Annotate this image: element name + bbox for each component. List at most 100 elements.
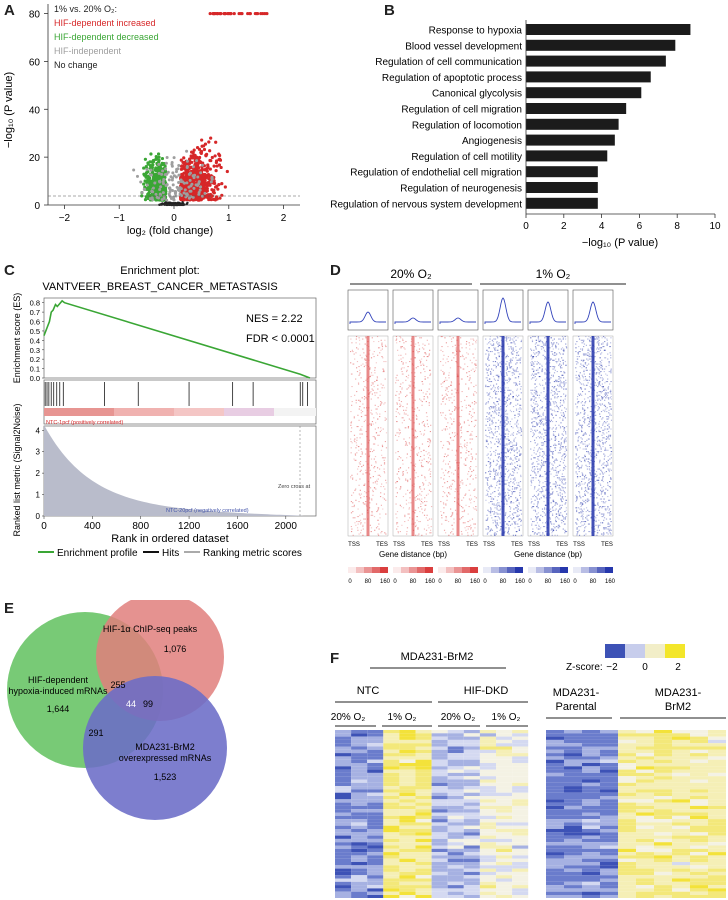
heatmap-speck [495, 391, 497, 393]
heatmap-speck [356, 347, 358, 349]
heatmap-speck [511, 353, 513, 355]
heatmap-speck [531, 363, 533, 365]
heatmap-speck [541, 364, 543, 366]
heatmap-speck [427, 356, 429, 358]
heatmap-speck [489, 381, 492, 383]
heatmap-speck [544, 351, 546, 353]
heatmap-speck [420, 399, 422, 401]
heatmap-speck [552, 427, 554, 429]
heatmap-speck [472, 393, 475, 395]
heatmap-speck [504, 514, 506, 516]
heatmap-speck [495, 449, 497, 451]
heatmap-speck [515, 444, 517, 446]
gsea-hits-frame [43, 379, 317, 425]
heatmap-speck [406, 403, 408, 405]
heatmap-speck [350, 531, 353, 533]
heatmap-speck [505, 483, 507, 485]
heatmap-speck [421, 491, 423, 493]
heatmap-speck [492, 437, 494, 439]
heatmap-speck [414, 512, 416, 514]
volcano-point [208, 183, 212, 187]
heatmap-speck [496, 499, 498, 501]
heatmap-speck [507, 343, 509, 345]
heatmap-speck [424, 376, 426, 378]
heatmap-speck [556, 388, 558, 390]
heatmap-speck [510, 347, 512, 349]
heatmap-speck [534, 417, 537, 419]
heatmap-speck [469, 344, 471, 346]
heatmap-speck [417, 498, 419, 500]
heatmap-speck [554, 396, 556, 398]
heatmap-speck [359, 399, 361, 401]
heatmap-speck [375, 527, 378, 529]
heatmap-speck [490, 454, 492, 456]
heatmap-speck [545, 441, 547, 443]
heatmap-speck [508, 439, 510, 441]
heatmap-speck [557, 396, 559, 398]
heatmap-speck [493, 533, 495, 535]
heatmap-speck [351, 401, 353, 403]
heatmap-speck [497, 363, 499, 365]
heatmap-speck [403, 412, 406, 414]
heatmap-speck [467, 513, 469, 515]
volcano-point [223, 185, 227, 189]
bar [526, 55, 666, 67]
heatmap-speck [565, 454, 567, 456]
heatmap-speck [421, 347, 424, 349]
volcano-point [199, 171, 203, 175]
heatmap-speck [545, 434, 547, 436]
rank-tick-label: 1 [36, 491, 41, 500]
heatmap-speck [494, 348, 496, 350]
heatmap-speck [550, 408, 552, 410]
heatmap-speck [494, 524, 497, 526]
heatmap-speck [359, 406, 361, 408]
volcano-point [210, 175, 214, 179]
heatmap-speck [495, 404, 497, 406]
gsea-gene-set: VANTVEER_BREAST_CANCER_METASTASIS [42, 281, 277, 293]
heatmap-speck [487, 528, 489, 530]
heatmap-speck [419, 431, 421, 433]
heatmap-speck [504, 476, 506, 478]
heatmap-speck [519, 466, 522, 468]
heatmap-speck [407, 427, 409, 429]
heatmap-speck [551, 344, 554, 346]
heatmap-speck [420, 506, 422, 508]
heatmap-speck [447, 454, 449, 456]
heatmap-speck [405, 478, 407, 480]
heatmap-speck [448, 486, 451, 488]
heatmap-speck [513, 491, 515, 493]
heatmap-speck [428, 343, 430, 345]
heatmap-speck [402, 507, 405, 509]
heatmap-speck [500, 339, 503, 341]
heatmap-speck [510, 446, 512, 448]
heatmap-speck [355, 336, 358, 338]
heatmap-speck [552, 343, 555, 345]
volcano-point [207, 197, 211, 202]
heatmap-speck [397, 526, 399, 528]
heatmap-speck [419, 456, 422, 458]
heatmap-speck [538, 372, 540, 374]
heatmap-speck [423, 356, 425, 358]
heatmap-speck [474, 391, 476, 393]
heatmap-speck [466, 444, 468, 446]
heatmap-speck [424, 508, 426, 510]
heatmap-speck [516, 467, 518, 469]
heatmap-speck [563, 348, 565, 350]
heatmap-speck [563, 427, 566, 429]
heatmap-speck [441, 336, 443, 338]
heatmap-tss: TSS [393, 542, 405, 548]
heatmap-speck [486, 483, 489, 485]
heatmap-speck [380, 427, 382, 429]
heatmap-speck [360, 469, 362, 471]
heatmap-speck [499, 483, 501, 485]
heatmap-speck [465, 504, 467, 506]
volcano-point [157, 196, 161, 200]
heatmap-speck [469, 406, 471, 408]
heatmap-speck [504, 483, 506, 485]
heatmap-speck [531, 422, 533, 424]
heatmap-speck [374, 481, 377, 483]
heatmap-speck [489, 396, 491, 398]
heatmap-speck [446, 519, 448, 521]
volcano-point [179, 167, 184, 171]
volcano-point [186, 201, 189, 205]
